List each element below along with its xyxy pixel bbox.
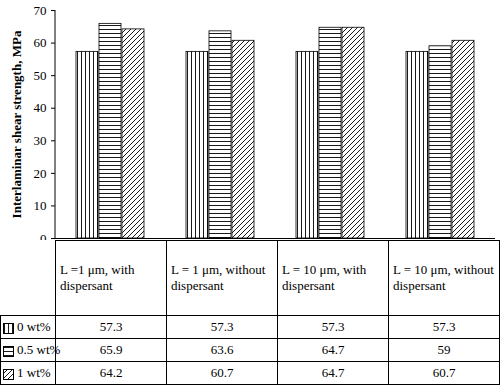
html-text:64.2: 64.2 [99, 365, 123, 380]
html-text:60.7: 60.7 [210, 365, 234, 380]
svg-text:20: 20 [34, 166, 47, 181]
html-text:64.7: 64.7 [321, 342, 345, 357]
svg-text:70: 70 [34, 3, 47, 18]
html-text:63.6: 63.6 [210, 342, 234, 357]
html-text:L = 10 μm, with dispersant: L = 10 μm, with dispersant [282, 262, 367, 293]
svg-text:Interlaminar shear strength, M: Interlaminar shear strength, MPa [9, 30, 24, 218]
svg-text:0: 0 [40, 231, 47, 240]
html-text:0 wt%: 0 wt% [17, 319, 51, 334]
html-text:57.3: 57.3 [99, 319, 123, 334]
html-text:1 wt%: 1 wt% [17, 365, 51, 380]
html-text:64.7: 64.7 [321, 365, 345, 380]
svg-text:50: 50 [34, 68, 47, 83]
svg-text:10: 10 [34, 198, 47, 213]
html-text:60.7: 60.7 [432, 365, 456, 380]
html-text:0.5 wt%: 0.5 wt% [17, 342, 61, 357]
html-text:L =1 μm, with dispersant: L =1 μm, with dispersant [60, 262, 135, 293]
html-text:57.3: 57.3 [432, 319, 456, 334]
html-text:57.3: 57.3 [210, 319, 234, 334]
svg-text:30: 30 [34, 133, 47, 148]
svg-text:40: 40 [34, 100, 47, 115]
html-text:L = 10 μm, without dispersant: L = 10 μm, without dispersant [393, 262, 494, 293]
html-text:65.9: 65.9 [99, 342, 123, 357]
html-text:59: 59 [437, 342, 451, 357]
svg-text:60: 60 [34, 35, 47, 50]
html-text:57.3: 57.3 [321, 319, 345, 334]
html-text:L = 1 μm, without dispersant: L = 1 μm, without dispersant [171, 262, 266, 293]
